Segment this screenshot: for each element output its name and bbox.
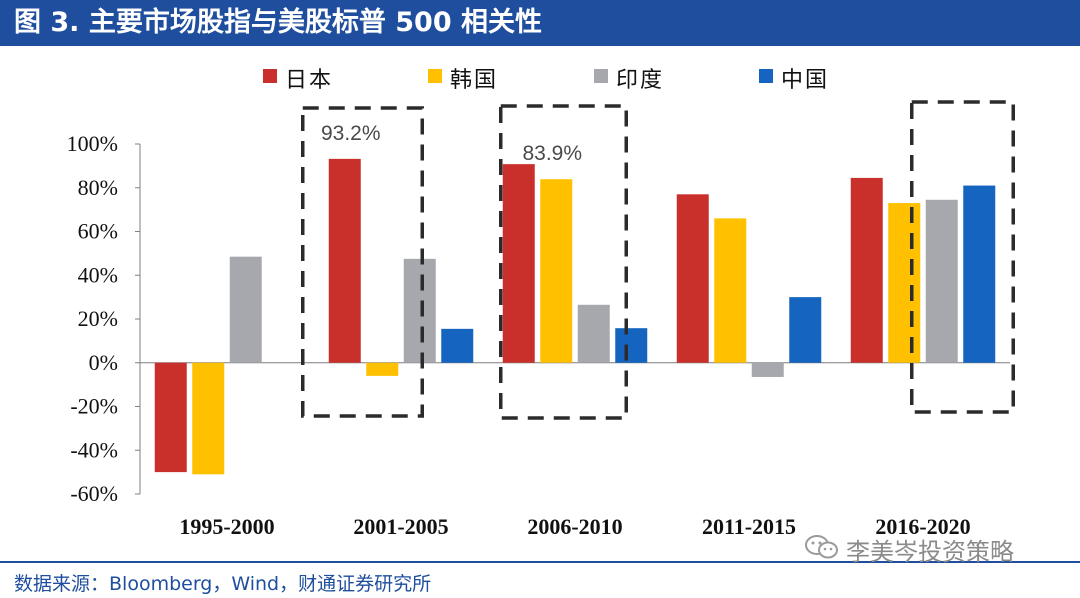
y-tick-label: 40% [78, 262, 118, 287]
bar-2011-2015-印度 [751, 362, 784, 377]
y-tick-label: -40% [70, 437, 118, 462]
y-tick-label: 0% [89, 350, 118, 375]
bar-1995-2000-日本 [154, 362, 187, 473]
x-tick-label: 2001-2005 [353, 514, 448, 539]
bar-2006-2010-韩国 [540, 179, 573, 363]
bar-2016-2020-印度 [925, 199, 958, 363]
bar-2016-2020-中国 [963, 185, 996, 363]
bar-2001-2005-韩国 [366, 362, 399, 376]
legend-label-india: 印度 [616, 68, 665, 93]
legend-swatch-india [594, 69, 608, 83]
source-note: 数据来源：Bloomberg，Wind，财通证券研究所 [14, 573, 432, 595]
bar-2001-2005-中国 [441, 328, 474, 363]
annotation-label: 93.2% [321, 122, 381, 145]
bar-2011-2015-韩国 [714, 218, 747, 363]
title-bar: 图 3. 主要市场股指与美股标普 500 相关性 [0, 0, 1080, 46]
y-tick-label: -20% [70, 394, 118, 419]
bar-1995-2000-韩国 [192, 362, 225, 475]
legend-swatch-china [759, 69, 773, 83]
y-tick-label: 100% [67, 131, 118, 156]
bar-2016-2020-韩国 [888, 203, 921, 363]
bar-chart: -60% -40% -20% 0% 20% 40% 60% 80% 100% 1995-2000 2… [67, 100, 1015, 539]
x-tick-label: 1995-2000 [179, 514, 274, 539]
bar-1995-2000-印度 [229, 256, 262, 363]
x-tick-label: 2006-2010 [527, 514, 622, 539]
bar-2011-2015-日本 [676, 194, 709, 363]
highlight-box-2006-2010 [499, 104, 628, 420]
highlight-box-2001-2005 [301, 106, 424, 418]
legend-label-china: 中国 [781, 68, 830, 93]
footer-divider [0, 561, 1080, 563]
bar-2006-2010-印度 [577, 304, 610, 363]
x-tick-label: 2016-2020 [875, 514, 970, 539]
y-tick-label: 20% [78, 306, 118, 331]
legend-swatch-japan [263, 69, 277, 83]
bar-2001-2005-印度 [403, 258, 436, 363]
chart-legend: 日本 韩国 印度 中国 [0, 60, 1080, 93]
legend-swatch-korea [428, 69, 442, 83]
annotation-label: 83.9% [522, 142, 582, 165]
bar-2006-2010-日本 [502, 164, 535, 363]
page-title: 图 3. 主要市场股指与美股标普 500 相关性 [14, 7, 543, 38]
bar-2006-2010-中国 [615, 328, 648, 363]
y-tick-label: 60% [78, 219, 118, 244]
legend-label-korea: 韩国 [450, 68, 499, 93]
wechat-icon [805, 535, 838, 559]
watermark-text: 李美岑投资策略 [846, 538, 1014, 566]
legend-label-japan: 日本 [285, 68, 334, 93]
bar-2016-2020-日本 [850, 177, 883, 363]
x-tick-label: 2011-2015 [702, 514, 796, 539]
y-tick-label: -60% [70, 481, 118, 506]
bar-2011-2015-中国 [789, 297, 822, 363]
y-tick-label: 80% [78, 175, 118, 200]
bar-2001-2005-日本 [328, 158, 361, 363]
